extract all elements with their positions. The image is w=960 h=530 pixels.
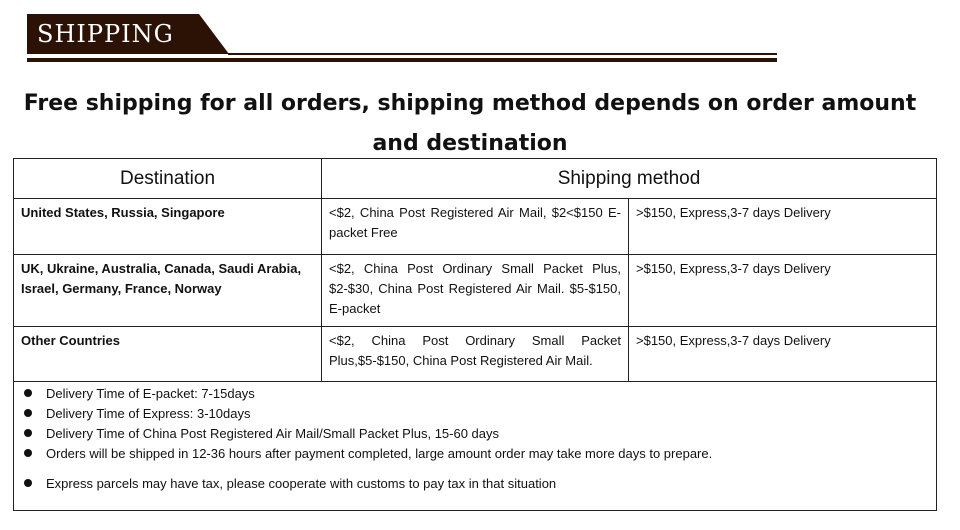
destination-cell: UK, Ukraine, Australia, Canada, Saudi Ar… — [13, 254, 322, 327]
table-row: Other Countries <$2, China Post Ordinary… — [13, 326, 937, 382]
note-item: Delivery Time of E-packet: 7-15days — [22, 384, 928, 404]
notes-cell: Delivery Time of E-packet: 7-15days Deli… — [13, 381, 937, 511]
bullet-icon — [24, 479, 32, 487]
note-text: Express parcels may have tax, please coo… — [46, 476, 557, 491]
banner-label: SHIPPING — [37, 20, 174, 48]
bullet-icon — [24, 409, 32, 417]
header-row: Destination Shipping method — [13, 158, 937, 199]
note-text: Delivery Time of Express: 3-10days — [46, 406, 251, 421]
divider-thin — [228, 53, 777, 55]
bullet-icon — [24, 429, 32, 437]
divider-thick — [27, 58, 777, 62]
method-low-cell: <$2, China Post Registered Air Mail, $2<… — [321, 198, 629, 255]
method-high-cell: >$150, Express,3-7 days Delivery — [628, 254, 937, 327]
method-high-cell: >$150, Express,3-7 days Delivery — [628, 326, 937, 382]
destination-cell: United States, Russia, Singapore — [13, 198, 322, 255]
method-low-cell: <$2, China Post Ordinary Small Packet Pl… — [321, 254, 629, 327]
header-shipping-method: Shipping method — [321, 158, 937, 199]
method-high-cell: >$150, Express,3-7 days Delivery — [628, 198, 937, 255]
table-row: United States, Russia, Singapore <$2, Ch… — [13, 198, 937, 255]
note-item: Delivery Time of Express: 3-10days — [22, 404, 928, 424]
bullet-icon — [24, 389, 32, 397]
note-text: Orders will be shipped in 12-36 hours af… — [46, 446, 713, 461]
shipping-table: Destination Shipping method United State… — [13, 158, 937, 511]
page-title: Free shipping for all orders, shipping m… — [23, 91, 917, 156]
note-item: Express parcels may have tax, please coo… — [22, 474, 928, 494]
bullet-icon — [24, 449, 32, 457]
notes-row: Delivery Time of E-packet: 7-15days Deli… — [13, 381, 937, 511]
method-low-cell: <$2, China Post Ordinary Small Packet Pl… — [321, 326, 629, 382]
shipping-banner: SHIPPING — [27, 14, 229, 54]
note-text: Delivery Time of China Post Registered A… — [46, 426, 500, 441]
header-destination: Destination — [13, 158, 322, 199]
note-item: Orders will be shipped in 12-36 hours af… — [22, 444, 928, 464]
table-row: UK, Ukraine, Australia, Canada, Saudi Ar… — [13, 254, 937, 327]
destination-cell: Other Countries — [13, 326, 322, 382]
note-item: Delivery Time of China Post Registered A… — [22, 424, 928, 444]
note-text: Delivery Time of E-packet: 7-15days — [46, 386, 255, 401]
